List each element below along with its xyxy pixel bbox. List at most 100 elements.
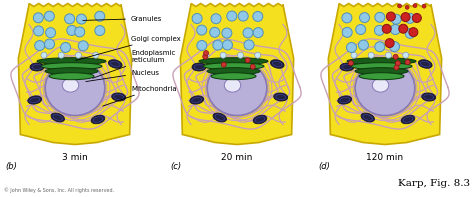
Circle shape — [35, 41, 45, 51]
Circle shape — [401, 13, 410, 22]
Circle shape — [75, 52, 82, 58]
Circle shape — [358, 40, 368, 50]
Circle shape — [220, 52, 226, 58]
Circle shape — [385, 39, 394, 48]
Ellipse shape — [419, 60, 432, 68]
Circle shape — [409, 28, 418, 37]
Text: Golgi complex: Golgi complex — [76, 35, 181, 60]
Ellipse shape — [355, 68, 408, 75]
Ellipse shape — [211, 73, 256, 80]
Circle shape — [342, 27, 352, 37]
Circle shape — [75, 27, 85, 37]
Text: Granules: Granules — [83, 16, 163, 21]
Circle shape — [64, 14, 74, 24]
Circle shape — [210, 27, 220, 37]
Circle shape — [403, 52, 409, 58]
Circle shape — [385, 52, 392, 58]
Circle shape — [227, 11, 237, 21]
Ellipse shape — [347, 58, 416, 65]
Ellipse shape — [203, 63, 264, 70]
Polygon shape — [181, 4, 293, 145]
Circle shape — [41, 52, 47, 58]
Ellipse shape — [192, 63, 206, 71]
Text: 3 min: 3 min — [62, 153, 88, 163]
Circle shape — [356, 25, 365, 34]
Text: 120 min: 120 min — [366, 153, 403, 163]
Ellipse shape — [422, 93, 436, 101]
Text: © John Wiley & Sons, Inc. All rights reserved.: © John Wiley & Sons, Inc. All rights res… — [4, 187, 114, 193]
Circle shape — [203, 51, 209, 56]
Ellipse shape — [359, 73, 404, 80]
Ellipse shape — [49, 73, 94, 80]
Ellipse shape — [207, 68, 260, 75]
Circle shape — [45, 11, 55, 21]
Text: Endoplasmic
reticulum: Endoplasmic reticulum — [92, 50, 175, 78]
Circle shape — [399, 24, 408, 33]
Circle shape — [405, 60, 410, 65]
Text: (d): (d) — [318, 163, 330, 172]
Ellipse shape — [112, 93, 126, 101]
Circle shape — [412, 13, 421, 22]
Ellipse shape — [45, 60, 105, 116]
Circle shape — [398, 4, 401, 8]
Circle shape — [78, 41, 88, 51]
Circle shape — [413, 4, 417, 8]
Circle shape — [360, 13, 370, 23]
Ellipse shape — [207, 60, 267, 116]
Circle shape — [390, 42, 400, 52]
Circle shape — [405, 5, 409, 9]
Ellipse shape — [351, 63, 412, 70]
Circle shape — [197, 25, 207, 35]
Circle shape — [255, 52, 261, 58]
Text: (c): (c) — [170, 163, 181, 172]
Ellipse shape — [41, 63, 102, 70]
Circle shape — [250, 64, 255, 69]
Ellipse shape — [273, 93, 288, 101]
Circle shape — [391, 14, 401, 24]
Circle shape — [245, 58, 250, 63]
Ellipse shape — [51, 113, 64, 122]
Circle shape — [45, 39, 55, 49]
Circle shape — [76, 14, 87, 24]
Circle shape — [213, 40, 223, 50]
Circle shape — [222, 28, 232, 38]
Circle shape — [192, 13, 202, 23]
Text: 20 min: 20 min — [221, 153, 253, 163]
Circle shape — [237, 52, 244, 58]
Circle shape — [342, 13, 352, 23]
Ellipse shape — [37, 58, 106, 65]
Text: Mitochondria: Mitochondria — [103, 85, 177, 106]
Ellipse shape — [270, 60, 284, 68]
Circle shape — [374, 25, 384, 35]
Polygon shape — [18, 4, 132, 145]
Circle shape — [393, 54, 398, 59]
Circle shape — [221, 62, 226, 67]
Circle shape — [386, 12, 395, 21]
Ellipse shape — [199, 58, 268, 65]
Text: (b): (b) — [5, 163, 17, 172]
Ellipse shape — [401, 115, 415, 124]
Circle shape — [46, 28, 55, 38]
Ellipse shape — [45, 68, 98, 75]
Circle shape — [58, 52, 64, 58]
Circle shape — [375, 12, 385, 22]
Ellipse shape — [224, 78, 241, 92]
Circle shape — [405, 28, 415, 38]
Circle shape — [348, 61, 353, 66]
Ellipse shape — [62, 78, 79, 92]
Ellipse shape — [338, 96, 352, 104]
Circle shape — [422, 4, 426, 8]
Circle shape — [197, 40, 207, 50]
Circle shape — [391, 24, 401, 34]
Circle shape — [95, 26, 105, 36]
Circle shape — [238, 11, 248, 21]
Text: Nucleus: Nucleus — [86, 70, 159, 82]
Circle shape — [222, 40, 232, 50]
Circle shape — [368, 52, 374, 58]
Ellipse shape — [372, 78, 389, 92]
Ellipse shape — [28, 96, 42, 104]
Circle shape — [244, 40, 254, 50]
Circle shape — [253, 28, 263, 38]
Circle shape — [67, 25, 77, 35]
Ellipse shape — [355, 60, 415, 116]
